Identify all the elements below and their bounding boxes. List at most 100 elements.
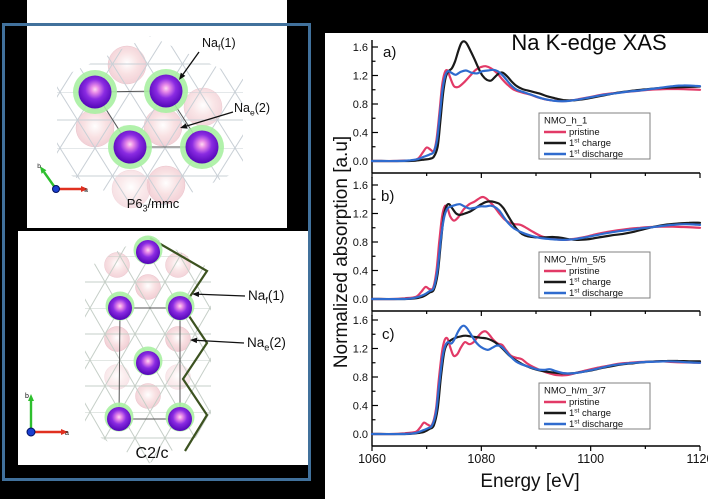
y-tick-label: 1.2 (353, 343, 368, 355)
caption-text: C2/c (135, 445, 169, 462)
legend-entry-sup: st (574, 408, 579, 415)
lattice-mesh (57, 36, 243, 212)
curve-1st-discharge (370, 68, 702, 163)
label-text: (1) (267, 288, 285, 303)
label-arrow-naf1-line (182, 51, 200, 75)
page-title: Na K-edge XAS (511, 30, 667, 55)
p63mmc-structure-svg: ba (37, 36, 243, 212)
axis-label-a: a (84, 187, 88, 194)
cell-edge-zigzag (149, 237, 209, 452)
label-text: Na (202, 36, 218, 50)
legend-entry-post: charge (579, 138, 611, 149)
purple-atom-naf (136, 240, 160, 264)
curve-1st-charge (370, 334, 702, 436)
label-sub: e (249, 107, 255, 118)
x-tick-label: 1080 (467, 452, 495, 466)
legend-entry-pre: 1 (569, 138, 574, 149)
legend-entry-sup: st (574, 138, 579, 145)
label-text: Na (247, 335, 265, 350)
y-tick-label: 0.8 (353, 237, 368, 249)
y-tick-label: 1.6 (353, 315, 368, 327)
label-text: (2) (254, 101, 270, 115)
axis-a-arrowhead (61, 429, 68, 435)
purple-atom-naf (78, 75, 112, 109)
label-sub: f (265, 295, 268, 306)
legend-box (538, 382, 651, 430)
caption-p63mmc: P63/mmc (103, 196, 203, 214)
label-arrow-nae2-line (196, 339, 245, 344)
y-tick-label: 1.6 (353, 180, 368, 192)
legend-entry-label: 1st charge (569, 138, 611, 150)
curve-pristine (370, 195, 702, 301)
y-tick-label: 0.4 (353, 265, 368, 277)
legend-title: NMO_h/m_5/5 (544, 255, 606, 266)
caption-text: P6 (126, 196, 143, 211)
caption-sub: 3 (142, 203, 148, 214)
x-tick-label: 1100 (577, 452, 604, 466)
panel-letter: c) (382, 326, 395, 343)
legend-entry-label: pristine (569, 397, 600, 408)
curve-1st-discharge (370, 203, 702, 301)
legend-entry-sup: st (574, 277, 579, 284)
label-arrow-nae2-line (186, 111, 234, 127)
y-tick-label: 1.2 (353, 70, 368, 82)
y-tick-label: 0.8 (353, 372, 368, 384)
legend-entry-label: 1st discharge (569, 149, 623, 161)
y-axis-label: Normalized absorption [a.u] (331, 135, 352, 369)
legend-title: NMO_h/m_3/7 (544, 386, 606, 397)
y-tick-label: 0.4 (353, 400, 368, 412)
label-arrow-nae2-head (180, 123, 188, 129)
purple-atom-naf (107, 407, 131, 431)
axis-b-arrowhead (39, 166, 47, 174)
xas-figure: 0.0 0.4 0.8 1.2 1.6 a) NMO_h_1 pristine 1st char… (325, 33, 708, 499)
y-tick-label: 0.0 (353, 429, 368, 441)
legend-entry-post: discharge (579, 419, 623, 430)
legend-entry-label: 1st discharge (569, 419, 623, 431)
purple-atom-naf (168, 296, 192, 320)
curve-1st-discharge (370, 324, 702, 436)
axis-origin-dot (26, 427, 36, 437)
legend-entry-label: 1st discharge (569, 288, 623, 300)
purple-atom-naf (113, 130, 147, 164)
panel-letter: b) (381, 188, 394, 205)
axis-label-b: b (25, 393, 29, 400)
legend-entry-pre: 1 (569, 288, 574, 299)
atom-label-naf1-bottom: Naf(1) (248, 288, 284, 306)
legend-box (538, 112, 651, 160)
label-text: Na (234, 101, 250, 115)
panel-letter: a) (383, 44, 396, 61)
legend-entry-pre: 1 (569, 419, 574, 430)
y-tick-label: 0.0 (353, 294, 368, 306)
legend-entry-pre: 1 (569, 149, 574, 160)
axis-a-arrowhead (81, 186, 88, 192)
caption-text: /mmc (147, 196, 180, 211)
legend-entry-sup: st (574, 419, 579, 426)
y-tick-label: 0.4 (353, 127, 368, 139)
caption-c2c: C2/c (102, 445, 202, 463)
atom-label-nae2-bottom: Nae(2) (247, 335, 286, 353)
x-tick-label: 1060 (358, 452, 386, 466)
y-tick-label: 1.2 (353, 208, 368, 220)
curve-1st-charge (370, 40, 702, 163)
curve-pristine (370, 330, 702, 436)
axis-label-b: b (37, 163, 41, 170)
legend-entry-post: charge (579, 408, 611, 419)
purple-atom-naf (149, 74, 183, 108)
legend-entry-post: charge (579, 277, 611, 288)
label-arrow-naf1-line (198, 293, 246, 297)
purple-atom-naf (108, 296, 132, 320)
purple-atom-naf (136, 351, 160, 375)
legend-entry-label: pristine (569, 127, 600, 138)
legend-box (538, 251, 651, 299)
axis-b-arrowhead (28, 394, 34, 401)
legend-entry-sup: st (574, 288, 579, 295)
x-axis-label: Energy [eV] (480, 471, 580, 492)
label-sub: f (217, 42, 221, 53)
legend-entry-pre: 1 (569, 277, 574, 288)
label-sub: e (264, 342, 270, 353)
legend-entry-pre: 1 (569, 408, 574, 419)
